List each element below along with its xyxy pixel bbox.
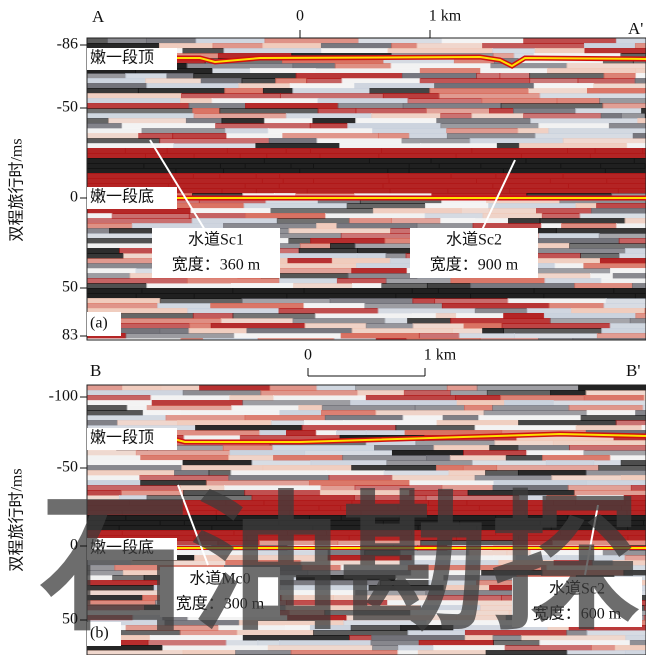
scale-label: 0 [296, 8, 304, 25]
y-tick-label: 50 [62, 611, 78, 628]
section-end-label: B' [626, 361, 640, 380]
seismic-trace [406, 338, 480, 344]
channel-width: 宽度：360 m [172, 256, 261, 274]
seismic-trace [334, 338, 377, 344]
horizon-label: 嫩一段顶 [90, 429, 154, 447]
scale-label: 1 km [424, 347, 457, 364]
y-tick-label: -50 [57, 99, 78, 116]
seismic-trace [572, 338, 646, 344]
channel-name: 水道Sc1 [188, 231, 244, 249]
y-tick-label: -100 [49, 388, 78, 405]
seismic-trace [203, 338, 259, 344]
y-axis-title: 双程旅行时/ms [8, 138, 26, 241]
channel-name: 水道Sc2 [446, 231, 502, 249]
seismic-trace [376, 338, 407, 344]
horizon-label: 嫩一段顶 [90, 49, 154, 67]
seismic-trace [538, 338, 573, 344]
y-tick-label: 50 [62, 279, 78, 296]
y-tick-label: 0 [70, 537, 78, 554]
y-tick-label: -50 [57, 459, 78, 476]
horizon-label: 嫩一段底 [90, 188, 154, 206]
y-tick-label: 0 [70, 189, 78, 206]
section-end-label: A [92, 7, 105, 26]
panel-label: (a) [90, 315, 108, 332]
channel-width: 宽度：900 m [430, 256, 519, 274]
seismic-trace [480, 338, 539, 344]
section-end-label: B [90, 361, 101, 380]
section-end-label: A' [628, 19, 643, 38]
watermark: 石油勘探 [40, 478, 640, 652]
y-tick-label: 83 [62, 327, 78, 344]
scale-label: 0 [304, 347, 312, 364]
figure: A A' 0 1 km 双程旅行时/ms 嫩一段顶 嫩一段底 水道Sc1 宽度：… [0, 0, 646, 655]
seismic-trace [258, 338, 335, 344]
scale-label: 1 km [429, 8, 462, 25]
seismic-trace [87, 338, 181, 344]
seismic-trace [180, 338, 203, 344]
y-tick-label: -86 [57, 36, 78, 53]
y-axis-title: 双程旅行时/ms [8, 468, 26, 571]
